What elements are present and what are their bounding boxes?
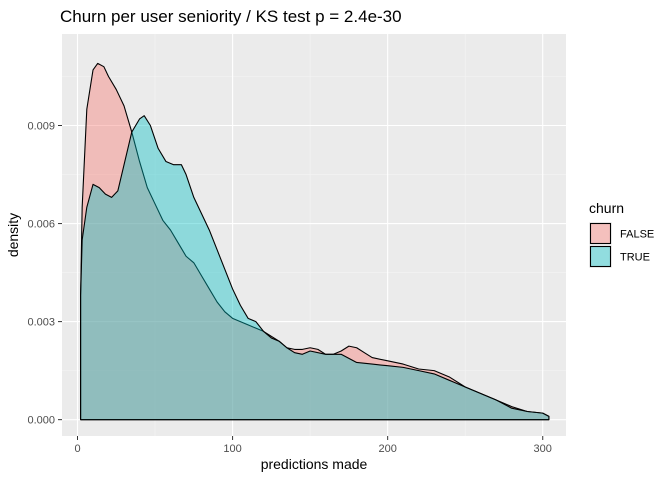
x-axis-ticks: 0 100 200 300 [74, 436, 552, 455]
x-tick-label: 300 [534, 443, 552, 455]
legend: churn FALSE TRUE [589, 200, 654, 268]
legend-label-true: TRUE [620, 252, 650, 264]
y-tick-label: 0.009 [27, 121, 55, 133]
legend-key-false [589, 222, 612, 245]
y-axis-title: density [5, 213, 21, 257]
y-tick-label: 0.006 [27, 219, 55, 231]
legend-title: churn [589, 200, 624, 216]
y-tick-label: 0.000 [27, 415, 55, 427]
plot-panel [62, 34, 566, 436]
legend-key-bg [589, 222, 612, 245]
chart-title: Churn per user seniority / KS test p = 2… [60, 7, 402, 26]
density-areas [80, 62, 550, 421]
grid-minor [62, 34, 566, 436]
x-axis-title: predictions made [261, 456, 368, 472]
x-tick-label: 200 [378, 443, 396, 455]
density-area-false [80, 62, 550, 421]
density-area-true [80, 115, 550, 421]
x-tick-label: 0 [74, 443, 80, 455]
legend-key-true [589, 245, 612, 268]
y-tick-label: 0.003 [27, 317, 55, 329]
legend-key-bg [589, 245, 612, 268]
legend-label-false: FALSE [620, 229, 654, 241]
y-axis-ticks: 0.000 0.003 0.006 0.009 [27, 121, 62, 427]
x-tick-label: 100 [223, 443, 241, 455]
